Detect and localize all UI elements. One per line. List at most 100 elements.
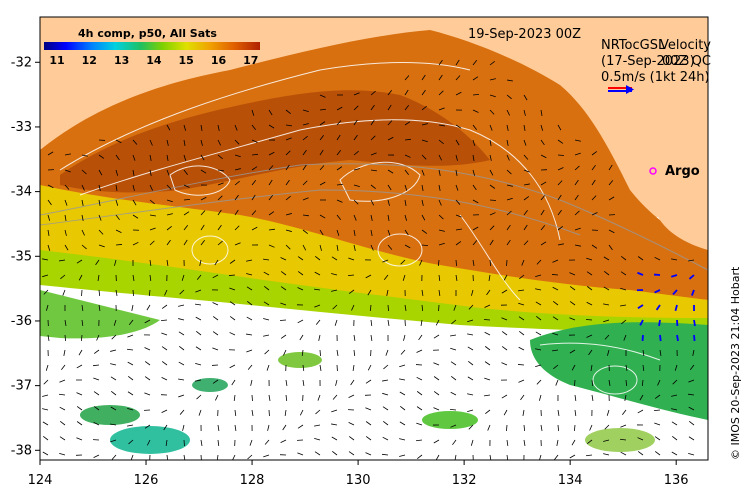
velocity-arrow (637, 451, 644, 456)
velocity-arrow (484, 304, 491, 308)
velocity-arrow (387, 104, 392, 111)
velocity-arrow (370, 135, 376, 141)
velocity-arrow (250, 379, 253, 386)
velocity-arrow (217, 169, 224, 172)
velocity-arrow (387, 199, 390, 206)
velocity-arrow (148, 289, 151, 297)
velocity-arrow (421, 74, 426, 81)
velocity-arrow (61, 364, 66, 370)
velocity-arrow (195, 363, 202, 366)
velocity-arrow (200, 239, 205, 246)
x-tick-label: 136 (664, 473, 689, 488)
velocity-arrow (574, 139, 581, 142)
velocity-arrow (620, 304, 627, 307)
velocity-arrow (586, 286, 593, 291)
velocity-arrow (489, 60, 495, 66)
velocity-arrow (603, 303, 610, 306)
velocity-arrow (229, 259, 236, 264)
velocity-arrow (557, 209, 562, 216)
velocity-arrow (314, 437, 321, 441)
velocity-arrow (688, 259, 695, 262)
velocity-arrow (450, 424, 457, 428)
velocity-arrow (331, 436, 338, 441)
velocity-arrow (115, 139, 122, 144)
velocity-arrow (642, 349, 645, 356)
velocity-arrow (217, 240, 223, 246)
velocity-arrow (489, 169, 494, 176)
velocity-arrow (387, 319, 390, 326)
velocity-arrow (503, 409, 508, 416)
velocity-arrow (179, 409, 185, 415)
velocity-arrow (536, 259, 542, 265)
velocity-arrow (200, 139, 203, 146)
velocity-arrow (608, 229, 615, 234)
velocity-arrow (654, 256, 661, 261)
velocity-arrow (467, 333, 474, 336)
date-label: 19-Sep-2023 00Z (468, 27, 581, 42)
velocity-arrow (540, 109, 543, 116)
velocity-arrow (97, 274, 100, 281)
velocity-arrow (335, 379, 338, 386)
velocity-arrow (234, 242, 241, 246)
velocity-arrow (336, 134, 341, 141)
colorbar-tick-label: 11 (49, 54, 64, 67)
velocity-arrow (319, 349, 321, 357)
velocity-arrow (365, 436, 372, 441)
velocity-arrow (400, 259, 406, 265)
velocity-arrow (455, 199, 461, 205)
velocity-arrow (81, 214, 84, 221)
velocity-arrow (111, 334, 117, 340)
velocity-arrow (404, 121, 411, 126)
colorbar-tick-label: 16 (211, 54, 227, 67)
velocity-arrow (98, 229, 104, 235)
velocity-arrow (418, 334, 423, 341)
velocity-arrow (115, 169, 119, 176)
velocity-arrow (352, 364, 355, 371)
velocity-arrow (285, 150, 291, 156)
velocity-arrow (569, 272, 576, 276)
velocity-arrow (64, 153, 71, 156)
velocity-arrow (115, 229, 122, 233)
velocity-arrow (671, 258, 678, 261)
velocity-arrow (114, 259, 117, 266)
velocity-arrow (591, 379, 594, 387)
velocity-arrow (234, 180, 240, 186)
velocity-arrow (47, 244, 51, 251)
velocity-arrow (166, 213, 173, 216)
velocity-arrow (319, 229, 324, 236)
velocity-arrow (280, 334, 287, 339)
velocity-arrow (523, 439, 526, 446)
colorbar-tick-label: 13 (114, 54, 129, 67)
velocity-arrow (467, 346, 474, 351)
velocity-arrow (365, 421, 372, 426)
velocity-arrow (196, 331, 202, 336)
velocity-arrow (623, 334, 627, 341)
velocity-arrow (591, 212, 598, 216)
velocity-arrow (81, 319, 84, 326)
velocity-arrow (115, 214, 120, 221)
velocity-arrow (501, 346, 508, 351)
velocity-arrow (520, 394, 525, 401)
velocity-arrow (336, 120, 342, 126)
velocity-arrow (557, 180, 563, 186)
velocity-arrow (251, 226, 258, 231)
velocity-arrow (552, 259, 559, 263)
velocity-arrow (299, 409, 304, 416)
velocity-arrow (433, 376, 440, 381)
velocity-arrow (217, 439, 220, 447)
velocity-arrow (688, 421, 695, 426)
velocity-arrow (350, 379, 355, 386)
velocity-arrow (127, 424, 134, 427)
x-tick-label: 132 (452, 473, 477, 488)
velocity-arrow (59, 379, 66, 383)
velocity-arrow (399, 391, 406, 396)
velocity-arrow (552, 332, 559, 336)
argo-marker: Argo (649, 164, 700, 179)
velocity-arrow (365, 452, 372, 456)
velocity-arrow (435, 454, 440, 460)
velocity-arrow (553, 364, 559, 370)
velocity-arrow (489, 259, 492, 267)
velocity-arrow (128, 319, 134, 325)
velocity-arrow (81, 244, 87, 250)
legend-arrow-head (626, 85, 634, 94)
